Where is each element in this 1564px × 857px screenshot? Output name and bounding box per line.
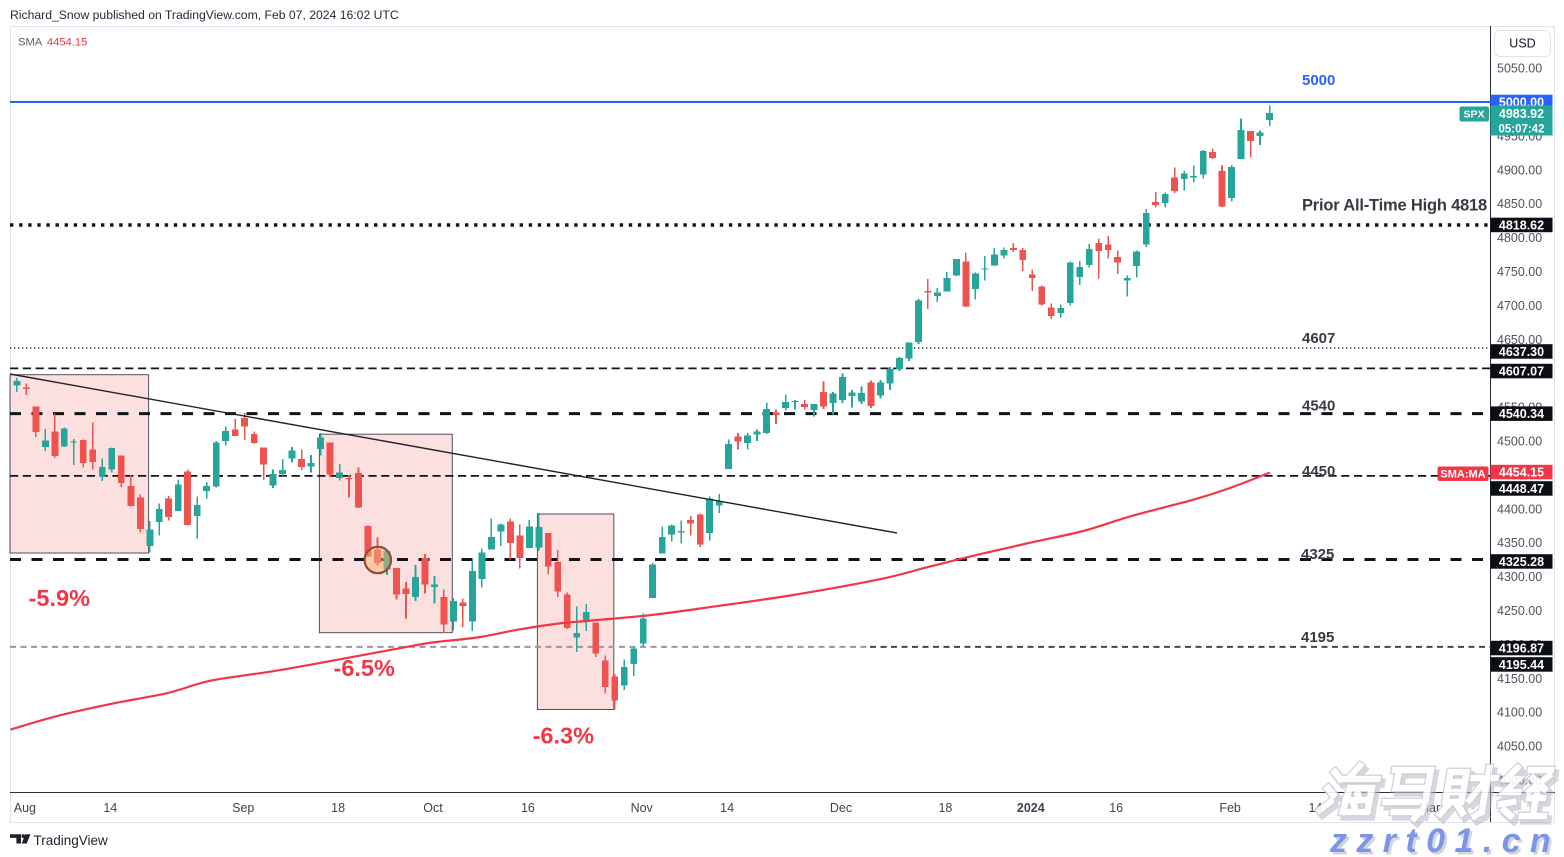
svg-text:4607.07: 4607.07 <box>1499 364 1544 378</box>
svg-text:zzrt01.cn: zzrt01.cn <box>1329 822 1560 857</box>
svg-text:16: 16 <box>1109 801 1123 815</box>
svg-text:Dec: Dec <box>830 801 852 815</box>
svg-text:4100.00: 4100.00 <box>1497 706 1542 720</box>
svg-text:-6.3%: -6.3% <box>533 723 594 749</box>
svg-text:4150.00: 4150.00 <box>1497 672 1542 686</box>
svg-text:4983.92: 4983.92 <box>1499 107 1544 121</box>
svg-text:4540: 4540 <box>1302 397 1335 414</box>
svg-text:Sep: Sep <box>232 801 254 815</box>
svg-text:Richard_Snow published on Trad: Richard_Snow published on TradingView.co… <box>10 8 399 22</box>
svg-text:5050.00: 5050.00 <box>1497 62 1542 76</box>
svg-text:4700.00: 4700.00 <box>1497 299 1542 313</box>
svg-text:4450: 4450 <box>1302 463 1335 480</box>
svg-text:-5.9%: -5.9% <box>29 585 90 611</box>
svg-text:4250.00: 4250.00 <box>1497 604 1542 618</box>
svg-text:Feb: Feb <box>1219 801 1241 815</box>
svg-text:4850.00: 4850.00 <box>1497 197 1542 211</box>
svg-text:TradingView: TradingView <box>34 833 109 848</box>
svg-text:18: 18 <box>331 801 345 815</box>
svg-text:4607: 4607 <box>1302 330 1335 347</box>
svg-text:2024: 2024 <box>1017 801 1045 815</box>
svg-text:Prior All-Time High 4818: Prior All-Time High 4818 <box>1302 197 1487 215</box>
svg-text:SMA:MA: SMA:MA <box>1440 469 1485 481</box>
svg-text:4818.62: 4818.62 <box>1499 218 1544 232</box>
svg-text:05:07:42: 05:07:42 <box>1498 124 1544 136</box>
svg-text:4454.15: 4454.15 <box>1499 465 1544 479</box>
svg-text:Oct: Oct <box>423 801 443 815</box>
svg-text:-6.5%: -6.5% <box>334 655 395 681</box>
svg-text:SPX: SPX <box>1463 109 1484 121</box>
svg-text:4454.15: 4454.15 <box>47 37 87 49</box>
svg-text:Nov: Nov <box>631 801 654 815</box>
svg-text:4050.00: 4050.00 <box>1497 740 1542 754</box>
svg-text:USD: USD <box>1509 37 1535 51</box>
svg-text:4300.00: 4300.00 <box>1497 570 1542 584</box>
svg-text:4448.47: 4448.47 <box>1499 482 1544 496</box>
svg-text:14: 14 <box>720 801 734 815</box>
svg-text:zzrt01.cn: zzrt01.cn <box>1332 825 1563 857</box>
svg-text:4637.30: 4637.30 <box>1499 345 1544 359</box>
svg-text:14: 14 <box>103 801 117 815</box>
svg-text:4800.00: 4800.00 <box>1497 231 1542 245</box>
svg-text:4500.00: 4500.00 <box>1497 435 1542 449</box>
svg-text:4325: 4325 <box>1301 546 1334 563</box>
svg-text:Aug: Aug <box>14 801 36 815</box>
svg-text:4900.00: 4900.00 <box>1497 163 1542 177</box>
svg-text:4750.00: 4750.00 <box>1497 265 1542 279</box>
svg-text:4540.34: 4540.34 <box>1499 407 1544 421</box>
svg-text:4325.28: 4325.28 <box>1499 555 1544 569</box>
svg-text:4400.00: 4400.00 <box>1497 502 1542 516</box>
svg-text:SMA: SMA <box>18 37 43 49</box>
svg-text:4195.44: 4195.44 <box>1499 658 1544 672</box>
svg-text:4196.87: 4196.87 <box>1499 641 1544 655</box>
svg-text:4650.00: 4650.00 <box>1497 333 1542 347</box>
svg-text:18: 18 <box>938 801 952 815</box>
svg-text:4195: 4195 <box>1301 629 1334 646</box>
svg-text:4350.00: 4350.00 <box>1497 536 1542 550</box>
svg-text:5000: 5000 <box>1302 72 1335 89</box>
svg-text:16: 16 <box>521 801 535 815</box>
